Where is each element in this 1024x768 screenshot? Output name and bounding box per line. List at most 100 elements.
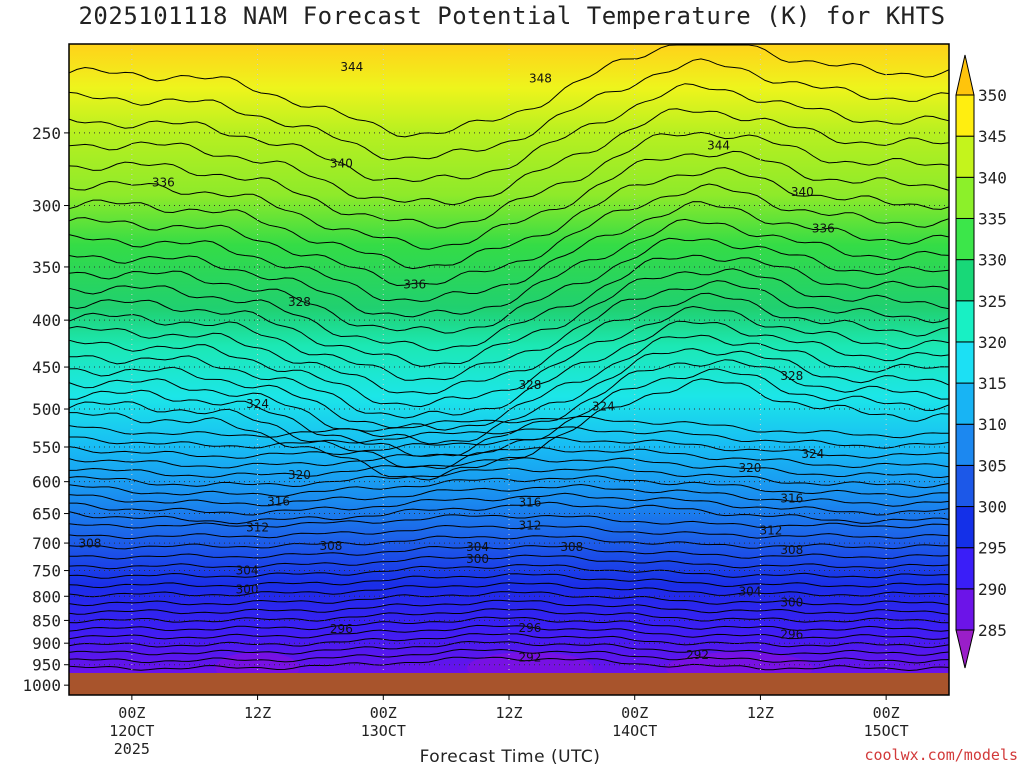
contour-line: [68, 640, 950, 656]
contour-line: [68, 514, 950, 529]
y-tick-label: 1000: [22, 676, 61, 695]
contour-label: 316: [267, 495, 290, 509]
y-tick-label: 750: [32, 562, 61, 581]
contour-line: [68, 501, 950, 525]
x-axis-label: Forecast Time (UTC): [419, 747, 601, 767]
colorbar-box: [955, 259, 975, 302]
contour-label: 316: [518, 495, 541, 509]
contour-label: 336: [403, 278, 426, 292]
contour-label: 296: [518, 621, 541, 635]
x-tick-label: 13OCT: [361, 722, 406, 740]
colorbar-box: [955, 547, 975, 590]
contour-label: 328: [780, 369, 803, 383]
y-tick-label: 850: [32, 611, 61, 630]
contour-label: 316: [780, 492, 803, 506]
colorbar-box: [955, 341, 975, 384]
contour-label: 344: [340, 60, 363, 74]
contour-line: [68, 582, 950, 598]
contour-label: 348: [529, 71, 552, 85]
colorbar-box: [955, 217, 975, 261]
colorbar-label: 290: [978, 580, 1007, 599]
y-tick-label: 350: [32, 258, 61, 277]
x-tick-label: 12Z: [747, 704, 774, 722]
contour-line: [68, 254, 950, 352]
contour-label: 344: [707, 138, 730, 152]
x-tick-label: 12OCT: [109, 722, 154, 740]
contour-line: [68, 268, 950, 367]
contour-line: [68, 183, 950, 287]
colorbar-min-arrow: [955, 629, 975, 669]
contour-line: [68, 564, 950, 579]
contour-line: [68, 280, 950, 381]
contour-label: 336: [152, 175, 175, 189]
colorbar-label: 350: [978, 86, 1007, 105]
contour-line: [68, 624, 950, 640]
contour-label: 320: [288, 468, 311, 482]
contour-line: [68, 108, 950, 206]
contour-line: [68, 524, 950, 539]
x-tick-label: 15OCT: [864, 722, 909, 740]
colorbar-box: [955, 506, 975, 549]
contour-label: 304: [236, 564, 259, 578]
y-tick-label: 950: [32, 656, 61, 675]
contour-label: 308: [560, 540, 583, 554]
contour-line: [68, 545, 950, 560]
contour-line: [68, 554, 950, 570]
credit-link[interactable]: coolwx.com/models: [864, 746, 1018, 764]
contour-labels: 344 348 344 340 336 340 336 336 328 328 328 324 324 3…: [78, 60, 834, 664]
colorbar: 285 290 295 300 305 310 315 320 325 330 335 340 345 3…: [955, 54, 1007, 669]
contour-line: [68, 131, 950, 229]
colorbar-label: 325: [978, 292, 1007, 311]
contour-label: 328: [288, 295, 311, 309]
contour-line: [68, 616, 950, 632]
contour-label: 308: [78, 537, 101, 551]
x-tick-label: 12Z: [495, 704, 522, 722]
pressure-axis: 250 300 350 400 450 500 550 600 650 700 750 800 850 9…: [22, 124, 69, 695]
contour-label: 324: [592, 400, 615, 414]
y-tick-label: 600: [32, 473, 61, 492]
contour-label: 300: [466, 552, 489, 566]
contour-label: 312: [246, 520, 269, 534]
contour-line: [68, 167, 950, 270]
colorbar-box: [955, 176, 975, 219]
contour-label: 300: [780, 596, 803, 610]
contour-label: 308: [319, 539, 342, 553]
colorbar-label: 320: [978, 333, 1007, 352]
contour-label: 296: [780, 628, 803, 642]
y-tick-label: 550: [32, 438, 61, 457]
contour-line: [69, 426, 950, 449]
colorbar-box: [955, 382, 975, 425]
contour-label: 308: [780, 543, 803, 557]
colorbar-box: [955, 94, 975, 137]
colorbar-label: 285: [978, 621, 1007, 640]
y-tick-label: 800: [32, 587, 61, 606]
colorbar-label: 315: [978, 374, 1007, 393]
contour-line: [69, 378, 950, 481]
x-tick-label: 00Z: [873, 704, 900, 722]
contour-label: 320: [738, 461, 761, 475]
grid-lines: [69, 44, 949, 686]
contour-line: [68, 633, 950, 648]
colorbar-box: [955, 135, 975, 178]
ground-strip: [69, 673, 949, 695]
contour-label: 328: [518, 378, 541, 392]
y-tick-label: 900: [32, 634, 61, 653]
colorbar-label: 345: [978, 127, 1007, 146]
contour-label: 312: [759, 523, 782, 537]
colorbar-max-arrow: [955, 54, 975, 96]
x-tick-label: 2025: [114, 740, 150, 758]
y-tick-label: 300: [32, 197, 61, 216]
contour-label: 292: [686, 648, 709, 662]
colorbar-label: 300: [978, 498, 1007, 517]
colorbar-box: [955, 588, 975, 631]
y-tick-label: 250: [32, 124, 61, 143]
contour-line: [68, 83, 950, 183]
contour-label: 340: [791, 185, 814, 199]
colorbar-box: [955, 423, 975, 466]
colorbar-box: [955, 300, 975, 343]
contour-label: 324: [246, 397, 269, 411]
contour-label: 292: [518, 651, 541, 665]
colorbar-label: 340: [978, 168, 1007, 187]
contour-line: [68, 218, 950, 318]
